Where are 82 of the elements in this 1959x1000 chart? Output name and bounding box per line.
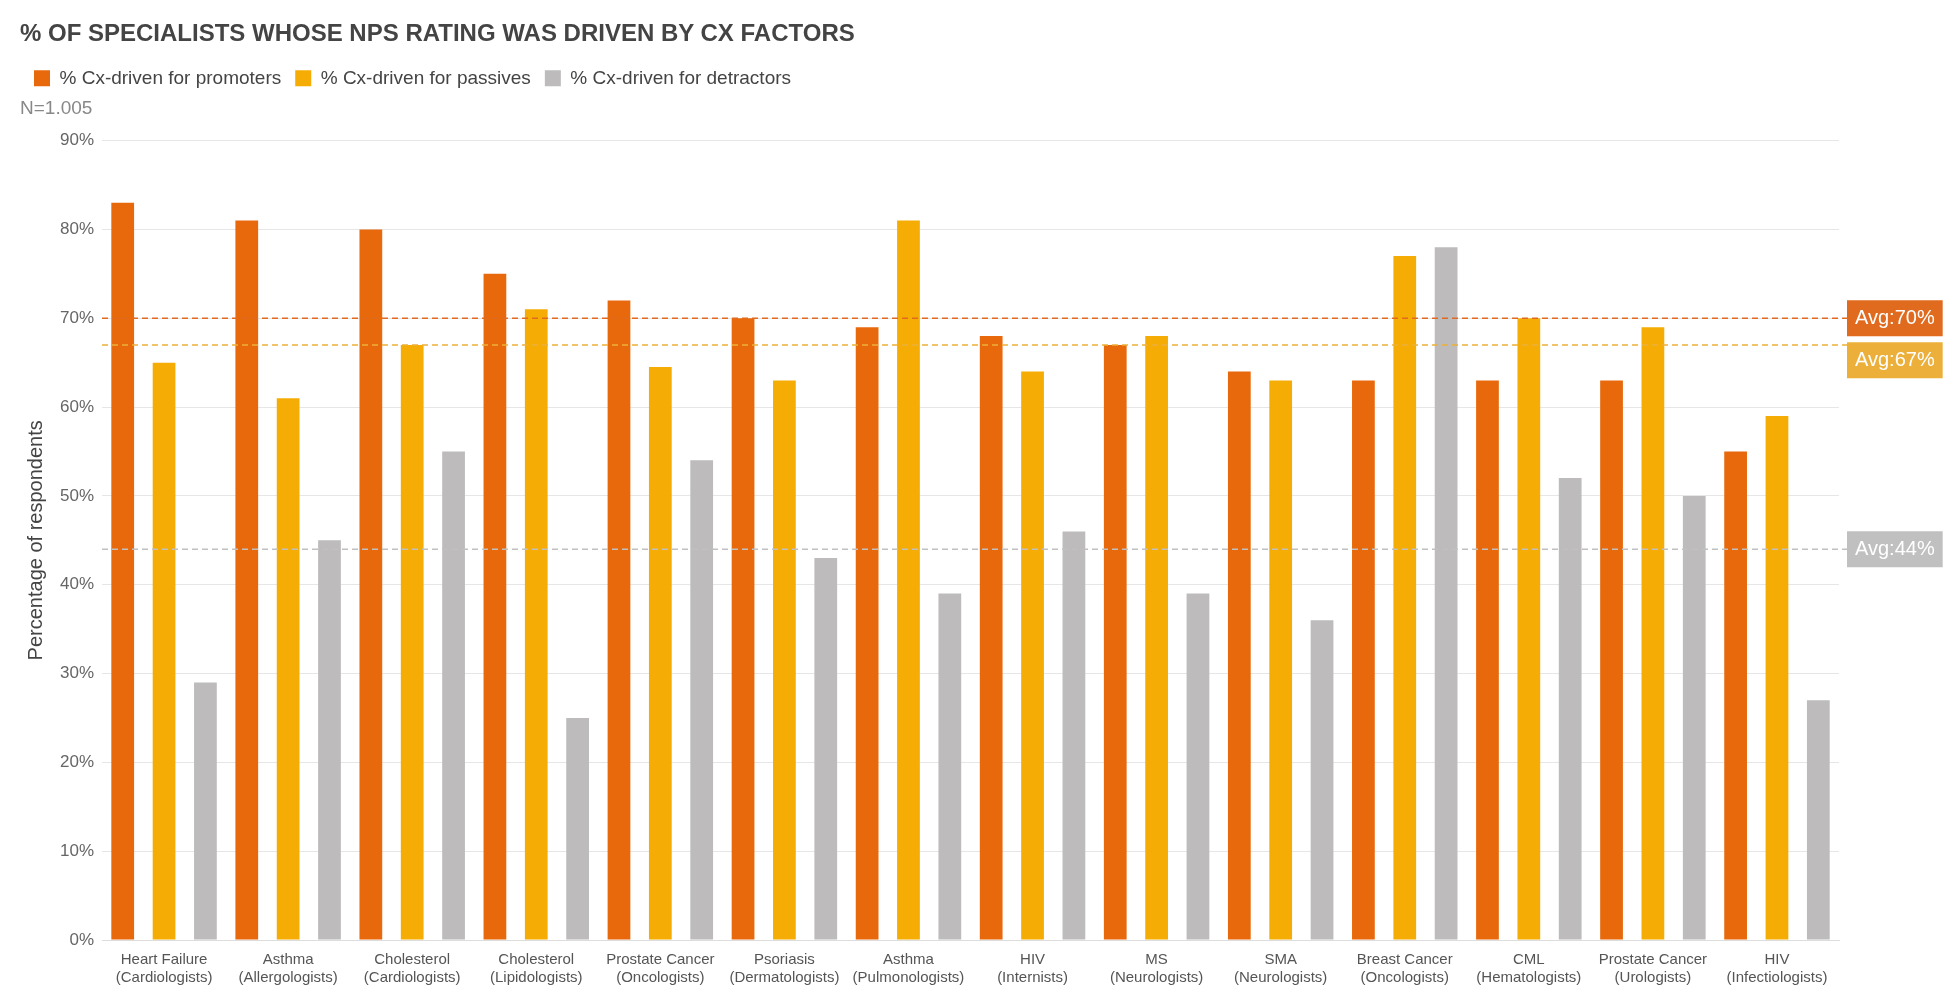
y-axis-title: Percentage of respondents: [23, 420, 46, 661]
category-label: CML: [1512, 950, 1545, 968]
bar: [1103, 344, 1127, 940]
category-label: HIV: [1020, 950, 1046, 968]
bar: [1269, 380, 1293, 940]
bar: [276, 398, 300, 940]
y-tick-label: 20%: [59, 752, 95, 772]
bar: [152, 362, 176, 940]
bar: [814, 558, 838, 940]
ref-line-label: Avg:67%: [1855, 347, 1935, 370]
bar: [938, 593, 962, 940]
y-tick-label: 0%: [69, 929, 95, 949]
chart-subtitle: N=1.005: [20, 97, 93, 119]
bar: [1724, 451, 1747, 940]
bar: [1517, 318, 1541, 940]
category-label: Breast Cancer: [1356, 950, 1453, 968]
bar: [1765, 415, 1789, 940]
y-tick-label: 70%: [59, 307, 95, 327]
category-label: Heart Failure: [120, 950, 208, 968]
category-label: HIV: [1764, 950, 1790, 968]
y-tick-label: 40%: [59, 574, 95, 594]
bar: [897, 220, 920, 940]
bar: [359, 229, 383, 940]
y-tick-label: 30%: [59, 663, 95, 683]
category-label: MS: [1145, 950, 1168, 968]
y-tick-label: 60%: [59, 396, 95, 416]
bar: [1393, 256, 1417, 940]
chart-title: % OF SPECIALISTS WHOSE NPS RATING WAS DRIVEN BY CX FACTORS: [20, 19, 855, 47]
category-label: SMA: [1264, 950, 1297, 968]
legend-label: % Cx-driven for passives: [320, 66, 531, 88]
category-label: Cholesterol: [374, 950, 451, 968]
ref-line-label: Avg:44%: [1855, 536, 1935, 559]
bar: [773, 380, 796, 940]
category-label: (Pulmonologists): [852, 968, 965, 986]
bar: [1600, 380, 1623, 940]
category-label: (Neurologists): [1109, 968, 1204, 986]
bar: [1145, 336, 1168, 940]
category-label: (Urologists): [1614, 968, 1692, 986]
y-tick-label: 50%: [59, 485, 95, 505]
bar: [1476, 380, 1499, 940]
category-label: (Oncologists): [616, 968, 705, 986]
bar: [1806, 700, 1830, 940]
category-label: (Cardiologists): [115, 968, 213, 986]
bar: [483, 273, 507, 940]
bar: [566, 717, 589, 940]
category-label: (Infectiologists): [1726, 968, 1828, 986]
category-label: (Cardiologists): [363, 968, 461, 986]
category-label: (Neurologists): [1234, 968, 1328, 986]
ref-line-label: Avg:70%: [1855, 305, 1935, 328]
legend-label: % Cx-driven for promoters: [59, 66, 282, 88]
y-tick-label: 90%: [59, 130, 95, 150]
y-tick-label: 10%: [59, 840, 95, 860]
bar: [1021, 371, 1044, 940]
bar: [855, 327, 879, 940]
bar: [524, 309, 548, 940]
category-label: (Allergologists): [238, 968, 338, 986]
category-label: (Oncologists): [1360, 968, 1449, 986]
category-label: (Internists): [997, 968, 1068, 986]
category-label: (Hematologists): [1476, 968, 1582, 986]
bar: [194, 682, 217, 940]
bar: [607, 300, 631, 940]
category-label: Cholesterol: [498, 950, 575, 968]
bar: [648, 367, 672, 940]
bar: [979, 336, 1003, 940]
bar: [1186, 593, 1210, 940]
category-label: Psoriasis: [753, 950, 815, 968]
bar: [1310, 620, 1334, 940]
bar: [1641, 327, 1665, 940]
category-label: Asthma: [262, 950, 314, 968]
category-label: Prostate Cancer: [1598, 950, 1708, 968]
category-label: (Lipidologists): [490, 968, 583, 986]
bar: [400, 344, 424, 940]
category-label: Prostate Cancer: [606, 950, 715, 968]
y-tick-label: 80%: [59, 219, 95, 239]
bar: [235, 220, 259, 940]
legend-label: % Cx-driven for detractors: [570, 66, 792, 88]
category-label: Asthma: [883, 950, 934, 968]
bar: [1352, 380, 1375, 940]
bar: [111, 202, 135, 940]
bar: [1227, 371, 1251, 940]
category-label: (Dermatologists): [729, 968, 840, 986]
bar: [731, 318, 755, 940]
